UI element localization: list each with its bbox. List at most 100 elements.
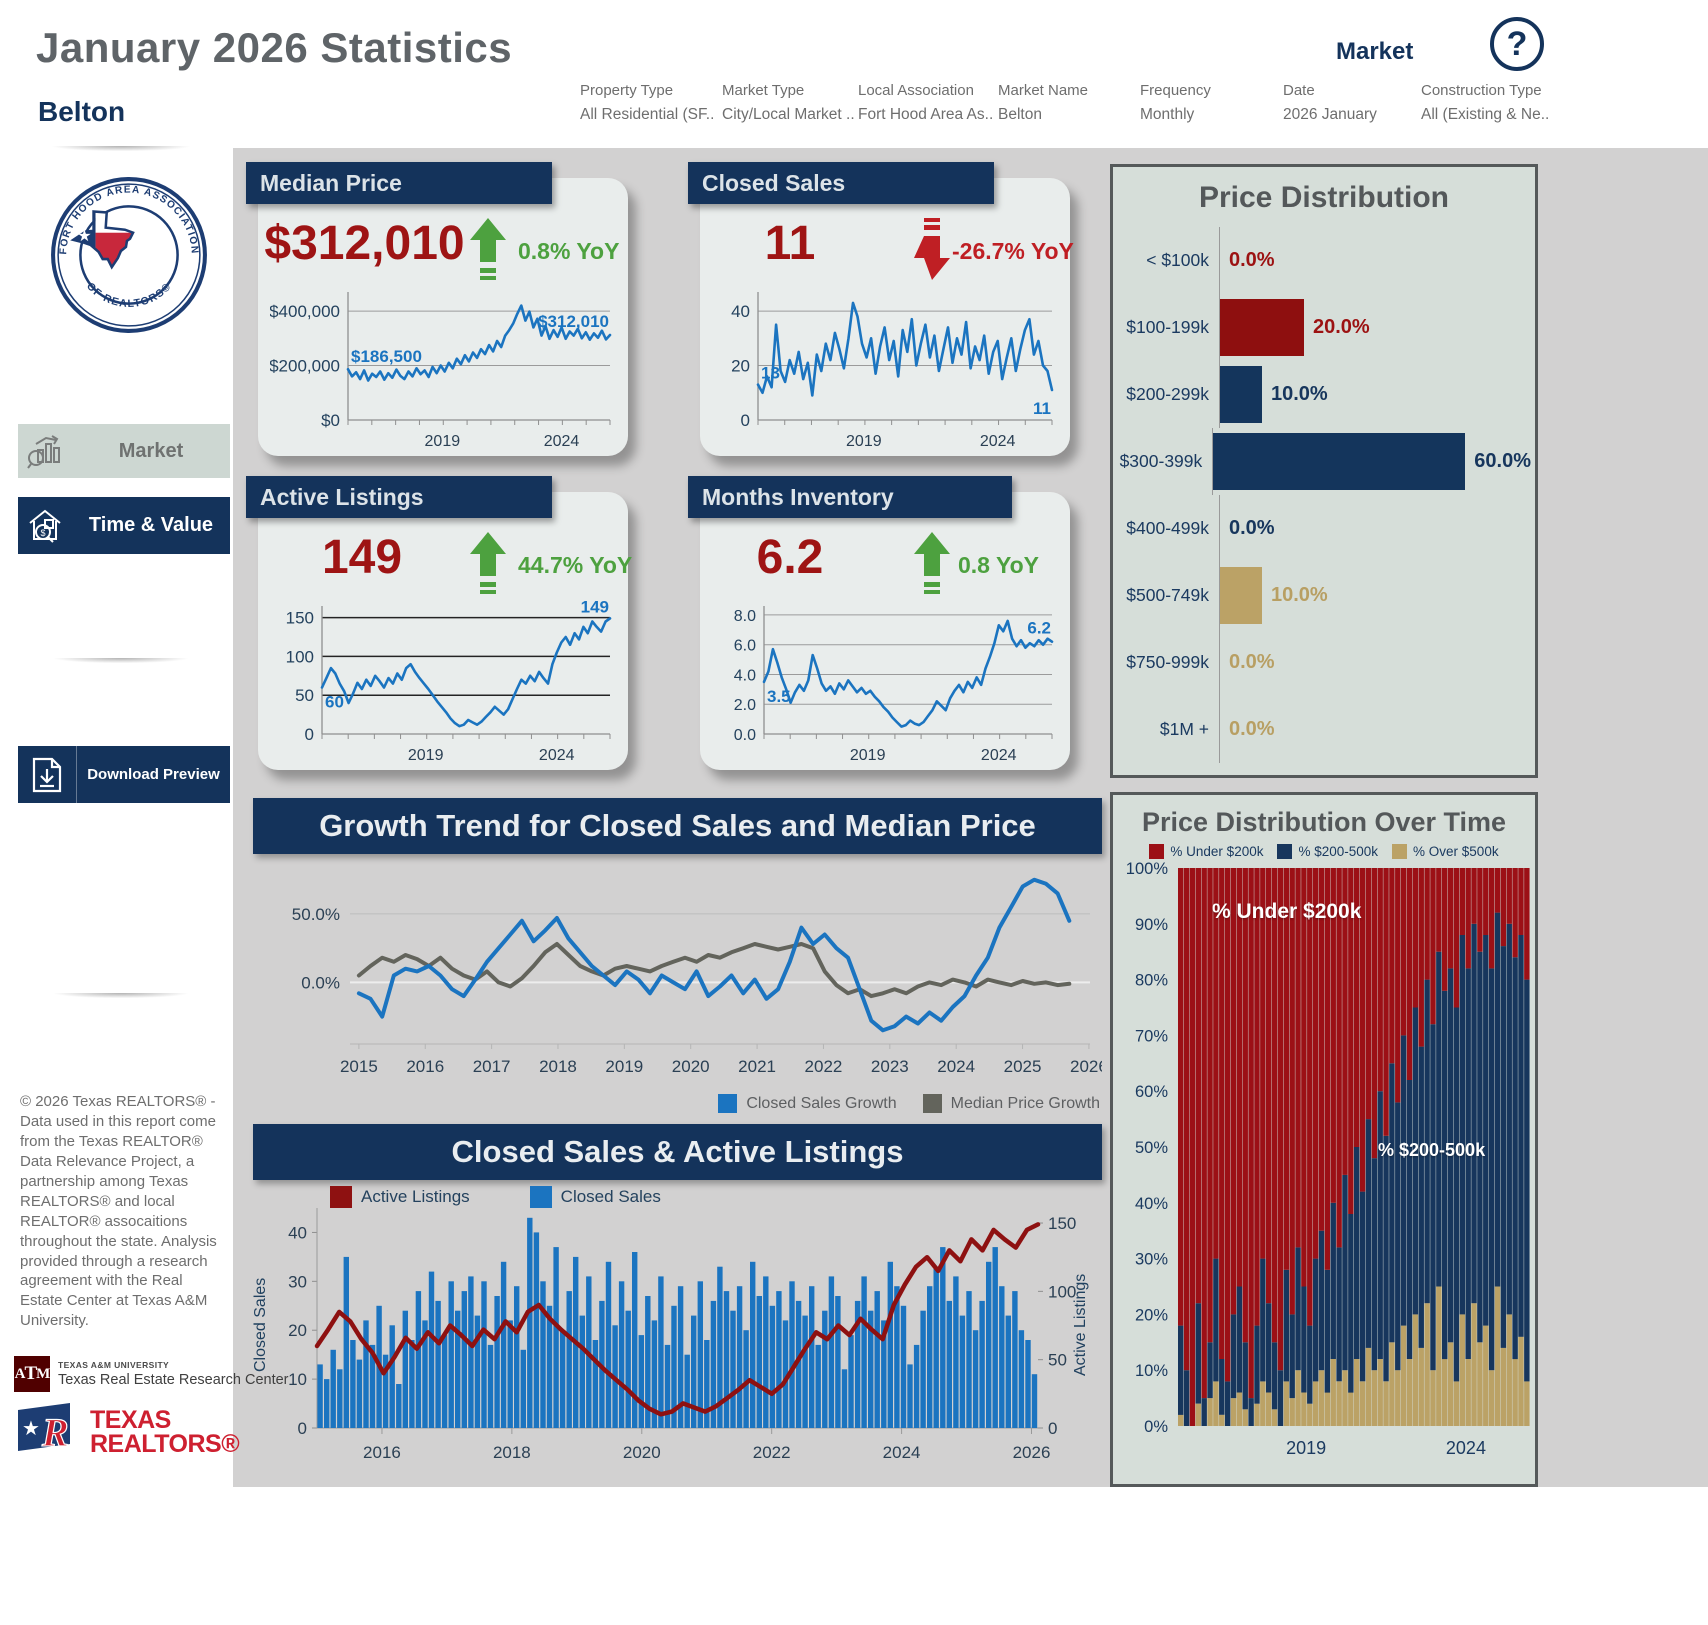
- svg-text:2018: 2018: [539, 1057, 577, 1076]
- filter-label: Local Association: [858, 82, 974, 99]
- svg-text:2015: 2015: [340, 1057, 378, 1076]
- download-preview-button[interactable]: Download Preview: [18, 746, 230, 803]
- filter-label: Date: [1283, 82, 1315, 99]
- svg-text:40%: 40%: [1135, 1195, 1168, 1213]
- filter-value[interactable]: Fort Hood Area As..: [858, 106, 994, 123]
- svg-text:2024: 2024: [981, 747, 1017, 764]
- svg-text:50.0%: 50.0%: [292, 905, 340, 924]
- legend-median-price-growth: Median Price Growth: [922, 1094, 1100, 1113]
- svg-text:0.0%: 0.0%: [301, 973, 340, 992]
- svg-text:8.0: 8.0: [734, 608, 756, 625]
- svg-text:0: 0: [298, 1419, 307, 1438]
- svg-text:150: 150: [286, 609, 314, 628]
- growth-trend-chart: 0.0% 50.0% 2015 2016 2017 2018 2019 2020 2021 202…: [255, 858, 1108, 1091]
- legend-swatch: [718, 1094, 738, 1113]
- svg-text:2018: 2018: [493, 1443, 531, 1462]
- legend-swatch: [529, 1186, 552, 1208]
- svg-text:0: 0: [305, 725, 314, 744]
- svg-text:2019: 2019: [425, 433, 461, 450]
- seal-star-icon: ★: [77, 227, 92, 245]
- filter-label: Frequency: [1140, 82, 1211, 99]
- price-band-value: 0.0%: [1229, 249, 1275, 271]
- price-distribution-row: < $100k 0.0%: [1113, 227, 1531, 294]
- filter-label: Market Name: [998, 82, 1089, 99]
- filter-label: Property Type: [580, 82, 674, 99]
- section-label: Market: [1336, 38, 1414, 65]
- legend-closed-sales: Closed Sales: [529, 1186, 661, 1208]
- filter-value[interactable]: Monthly: [1140, 106, 1195, 123]
- filter-value[interactable]: 2026 January: [1283, 106, 1377, 123]
- svg-text:50%: 50%: [1135, 1139, 1168, 1157]
- realtors-text-line1: TEXAS: [90, 1405, 171, 1434]
- legend-under-200k: % Under $200k: [1149, 844, 1263, 859]
- active-listings-card-title: Active Listings: [246, 476, 552, 518]
- filter-construction-type[interactable]: Construction Type All (Existing & Ne..: [1421, 82, 1549, 124]
- filter-value[interactable]: All (Existing & Ne..: [1421, 106, 1550, 123]
- svg-text:0.0: 0.0: [734, 727, 756, 744]
- price-band-bar: [1220, 299, 1304, 356]
- tamu-center-label: Texas Real Estate Research Center: [58, 1372, 289, 1388]
- closed-sales-card: [700, 178, 1070, 456]
- legend-active-listings: Active Listings: [330, 1186, 470, 1208]
- svg-text:$0: $0: [321, 411, 340, 430]
- filter-property-type[interactable]: Property Type All Residential (SF..: [580, 82, 714, 124]
- growth-trend-header: Growth Trend for Closed Sales and Median…: [253, 798, 1102, 854]
- filter-value[interactable]: Belton: [998, 106, 1042, 123]
- sidebar-item-time-value[interactable]: $ Time & Value: [18, 497, 230, 554]
- price-distribution-row: $400-499k 0.0%: [1113, 495, 1531, 562]
- help-icon[interactable]: ?: [1487, 14, 1547, 79]
- filter-label: Market Type: [722, 82, 805, 99]
- svg-text:70%: 70%: [1135, 1027, 1168, 1045]
- closed-sales-value: 11: [764, 217, 816, 270]
- price-band-value: 0.0%: [1229, 517, 1275, 539]
- sidebar-item-market[interactable]: Market: [18, 424, 230, 478]
- svg-text:$400,000: $400,000: [270, 302, 340, 321]
- legend-closed-sales-growth: Closed Sales Growth: [718, 1094, 897, 1113]
- price-band-label: $500-749k: [1126, 585, 1209, 605]
- price-band-value: 0.0%: [1229, 651, 1275, 673]
- price-band-value: 10.0%: [1271, 584, 1328, 606]
- texas-realtors-logo: ★ R TEXAS REALTORS®: [16, 1402, 240, 1462]
- svg-text:0: 0: [1048, 1419, 1057, 1438]
- price-band-label: $400-499k: [1126, 518, 1209, 538]
- closed-sales-card-title: Closed Sales: [688, 162, 994, 204]
- filter-local-association[interactable]: Local Association Fort Hood Area As..: [858, 82, 993, 124]
- svg-text:2024: 2024: [980, 433, 1016, 450]
- market-chart-icon: [18, 432, 72, 470]
- filter-market-name[interactable]: Market Name Belton: [998, 82, 1088, 124]
- svg-text:100: 100: [1048, 1282, 1076, 1301]
- svg-text:30: 30: [288, 1272, 307, 1291]
- price-band-label: $750-999k: [1126, 652, 1209, 672]
- svg-text:60%: 60%: [1135, 1083, 1168, 1101]
- filter-date[interactable]: Date 2026 January: [1283, 82, 1377, 124]
- filter-value[interactable]: City/Local Market ..: [722, 106, 855, 123]
- divider: [28, 146, 214, 153]
- price-band-label: $100-199k: [1126, 317, 1209, 337]
- svg-text:2020: 2020: [672, 1057, 710, 1076]
- filter-market-type[interactable]: Market Type City/Local Market ..: [722, 82, 855, 124]
- price-distribution-row: $1M + 0.0%: [1113, 696, 1531, 763]
- months-inventory-value: 6.2: [756, 531, 824, 584]
- home-value-icon: $: [18, 506, 72, 546]
- svg-text:?: ?: [1507, 25, 1528, 63]
- svg-text:2024: 2024: [544, 433, 580, 450]
- annotation-200-500k: % $200-500k: [1378, 1140, 1486, 1160]
- svg-text:0%: 0%: [1144, 1418, 1168, 1436]
- svg-text:2023: 2023: [871, 1057, 909, 1076]
- active-listings-value: 149: [321, 531, 403, 584]
- svg-text:2019: 2019: [408, 747, 444, 764]
- median-price-value: $312,010: [264, 217, 465, 270]
- filter-frequency[interactable]: Frequency Monthly: [1140, 82, 1211, 124]
- filter-value[interactable]: All Residential (SF..: [580, 106, 715, 123]
- svg-text:6.0: 6.0: [734, 638, 756, 655]
- svg-text:2021: 2021: [738, 1057, 776, 1076]
- svg-text:$: $: [40, 528, 45, 538]
- median-price-yoy: 0.8% YoY: [518, 238, 620, 264]
- svg-text:10: 10: [288, 1370, 307, 1389]
- svg-text:2024: 2024: [883, 1443, 921, 1462]
- svg-text:60: 60: [325, 692, 344, 711]
- legend-swatch: [1392, 844, 1408, 859]
- price-band-bar: [1220, 567, 1262, 624]
- sidebar-item-label: Time & Value: [88, 514, 214, 536]
